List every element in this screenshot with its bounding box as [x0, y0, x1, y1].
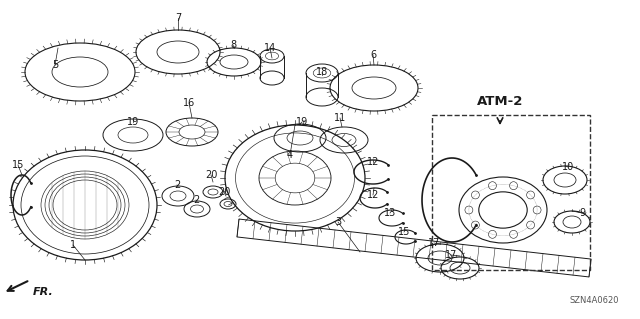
- Text: 2: 2: [193, 195, 199, 205]
- Text: 5: 5: [52, 60, 58, 70]
- Text: 17: 17: [445, 250, 457, 260]
- Text: 12: 12: [367, 190, 379, 200]
- Text: SZN4A0620: SZN4A0620: [570, 296, 620, 305]
- Text: 8: 8: [230, 40, 236, 50]
- Text: 19: 19: [296, 117, 308, 127]
- Text: 9: 9: [579, 208, 585, 218]
- Text: 15: 15: [12, 160, 24, 170]
- Text: 11: 11: [334, 113, 346, 123]
- Text: 10: 10: [562, 162, 574, 172]
- Text: 6: 6: [370, 50, 376, 60]
- Text: 17: 17: [428, 238, 440, 248]
- Text: 1: 1: [70, 240, 76, 250]
- Text: 3: 3: [335, 217, 341, 227]
- Text: 20: 20: [205, 170, 217, 180]
- Text: 2: 2: [174, 180, 180, 190]
- Text: 15: 15: [398, 227, 410, 237]
- Text: FR.: FR.: [33, 287, 54, 297]
- Bar: [432, 115, 590, 270]
- Text: 13: 13: [384, 208, 396, 218]
- Text: 19: 19: [127, 117, 139, 127]
- Text: 4: 4: [287, 150, 293, 160]
- Text: 16: 16: [183, 98, 195, 108]
- Text: 14: 14: [264, 43, 276, 53]
- Text: 12: 12: [367, 157, 379, 167]
- Text: 18: 18: [316, 67, 328, 77]
- Text: ATM-2: ATM-2: [477, 95, 523, 108]
- Text: 7: 7: [175, 13, 181, 23]
- Text: 20: 20: [218, 187, 230, 197]
